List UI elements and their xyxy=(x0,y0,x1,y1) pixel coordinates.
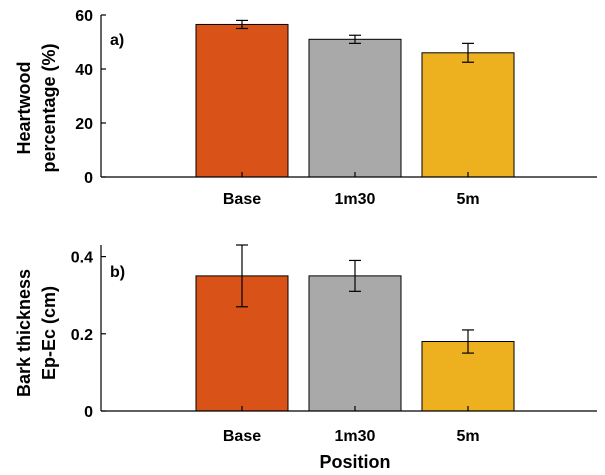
y-tick-label: 0.4 xyxy=(71,250,93,267)
y-axis-label: Heartwood xyxy=(14,61,34,154)
error-bar-5m xyxy=(462,42,474,63)
x-axis-label: Position xyxy=(320,452,391,472)
error-bar-5m xyxy=(462,329,474,354)
chart-panel-a: 0 20 40 60 Base 1m30 5m a) Heartwood percentage (… xyxy=(14,8,597,208)
y-axis-label: Bark thickness xyxy=(14,269,34,397)
y-axis-label: percentage (%) xyxy=(39,43,59,172)
x-tick-label: 5m xyxy=(456,428,479,445)
panel-label: b) xyxy=(110,264,125,281)
error-bar-base xyxy=(236,244,248,308)
y-tick-label: 0 xyxy=(84,404,93,421)
bar-base xyxy=(195,23,289,178)
y-tick-label: 0.2 xyxy=(71,327,93,344)
y-axis-label: Ep-Ec (cm) xyxy=(39,286,59,380)
y-tick-label: 60 xyxy=(75,8,93,25)
x-tick-label: 5m xyxy=(456,191,479,208)
y-tick-label: 20 xyxy=(75,116,93,133)
x-tick-label: Base xyxy=(223,191,261,208)
x-tick-label: 1m30 xyxy=(335,428,376,445)
error-bar-base xyxy=(236,19,248,30)
x-tick-label: Base xyxy=(223,428,261,445)
y-tick-label: 0 xyxy=(84,170,93,187)
panel-label: a) xyxy=(110,32,124,49)
error-bar-1m30 xyxy=(349,34,361,44)
bar-1m30 xyxy=(308,275,402,412)
bar-1m30 xyxy=(308,38,402,178)
error-bar-1m30 xyxy=(349,259,361,292)
y-tick-label: 40 xyxy=(75,62,93,79)
x-tick-label: 1m30 xyxy=(335,191,376,208)
chart-panel-b: 0 0.2 0.4 Base 1m30 5m b) Bark thickness Ep-Ec (… xyxy=(14,244,597,472)
bar-5m xyxy=(421,52,515,178)
